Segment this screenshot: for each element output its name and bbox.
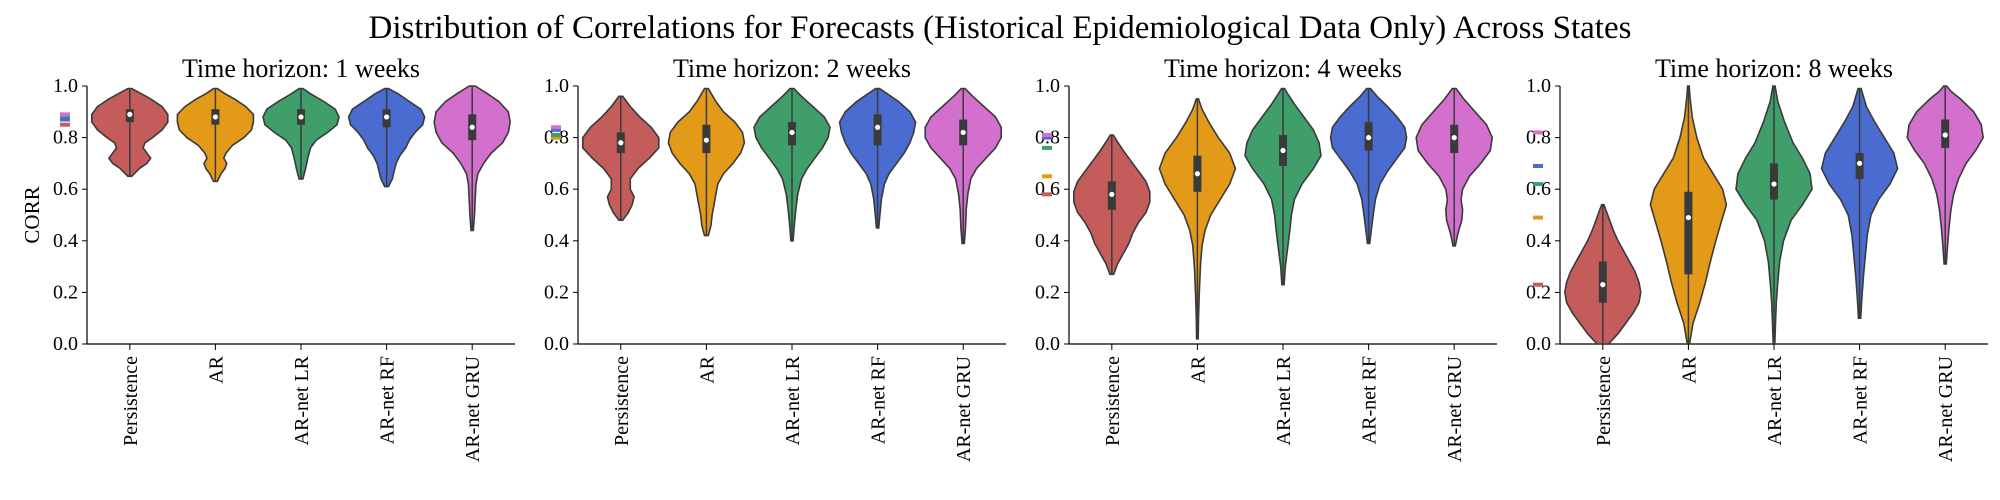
violin-median-dot xyxy=(1685,214,1691,221)
y-tick-label: 0.6 xyxy=(1526,178,1551,200)
y-axis-label: CORR xyxy=(20,186,44,243)
x-tick-label: AR-net GRU xyxy=(462,355,484,462)
panel-4: Time horizon: 8 weeks 0.0 0.2 0.4 0.6 0.8 1.0 P… xyxy=(1526,54,1988,462)
violin-median-dot xyxy=(618,140,624,146)
x-tick-label: AR-net GRU xyxy=(953,355,975,462)
y-tick-label: 1.0 xyxy=(1035,75,1060,97)
x-tick-label: AR-net LR xyxy=(782,355,804,445)
violin-median-dot xyxy=(1942,132,1948,138)
panel-title: Time horizon: 4 weeks xyxy=(1164,54,1402,83)
violin-median-dot xyxy=(469,124,475,130)
y-tick-label: 0.2 xyxy=(53,281,78,303)
y-tick-label: 0.4 xyxy=(1526,230,1551,252)
x-tick-label: AR-net GRU xyxy=(1935,355,1957,462)
violin-median-dot xyxy=(1366,135,1372,141)
violin-median-dot xyxy=(127,111,133,117)
violin-median-dot xyxy=(1194,171,1200,177)
violin-median-dot xyxy=(875,124,881,130)
violin-iqr-box xyxy=(1684,191,1693,275)
x-tick-label: AR xyxy=(1187,355,1209,383)
violin-median-dot xyxy=(298,114,304,120)
x-tick-label: AR xyxy=(1678,355,1700,383)
y-tick-label: 0.0 xyxy=(1526,333,1551,355)
y-tick-label: 0.6 xyxy=(53,178,78,200)
panel-1: Time horizon: 1 weeks 0.0 0.2 0.4 0.6 0.8 1.0 C… xyxy=(20,54,515,462)
panel-3: Time horizon: 4 weeks0.00.20.40.60.81.0P… xyxy=(1035,54,1497,462)
panel-title: Time horizon: 1 weeks xyxy=(182,54,420,83)
y-tick-label: 0.0 xyxy=(1035,333,1060,355)
violin-median-dot xyxy=(960,129,966,136)
x-tick-label: Persistence xyxy=(1593,356,1615,446)
x-tick-label: AR-net RF xyxy=(377,356,399,444)
panel-2: Time horizon: 2 weeks0.00.20.40.60.81.0P… xyxy=(544,54,1006,462)
y-tick-label: 1.0 xyxy=(53,75,78,97)
y-tick-label: 0.4 xyxy=(544,230,569,252)
violin-median-dot xyxy=(1600,282,1606,288)
x-tick-label: AR xyxy=(205,355,227,383)
violin-median-dot xyxy=(1771,181,1777,187)
violin-median-dot xyxy=(1451,135,1457,141)
y-tick-label: 0.6 xyxy=(544,178,569,200)
violin-median-dot xyxy=(1109,191,1115,197)
y-tick-label: 0.8 xyxy=(1526,127,1551,149)
violin-median-dot xyxy=(384,114,390,120)
x-tick-label: AR-net RF xyxy=(1850,356,1872,444)
x-tick-label: AR-net LR xyxy=(291,355,313,445)
y-tick-label: 0.0 xyxy=(53,333,78,355)
x-tick-label: AR-net LR xyxy=(1764,355,1786,445)
violin-median-dot xyxy=(1280,147,1286,154)
y-tick-label: 0.8 xyxy=(53,127,78,149)
y-tick-label: 1.0 xyxy=(1526,75,1551,97)
panel-title: Time horizon: 8 weeks xyxy=(1655,54,1893,83)
y-tick-label: 1.0 xyxy=(544,75,569,97)
x-tick-label: Persistence xyxy=(611,356,633,446)
x-tick-label: AR xyxy=(696,355,718,383)
violin-median-dot xyxy=(703,137,710,143)
x-tick-label: AR-net GRU xyxy=(1444,355,1466,462)
y-tick-label: 0.2 xyxy=(1526,281,1551,303)
x-tick-label: AR-net RF xyxy=(868,356,890,444)
x-tick-label: AR-net LR xyxy=(1273,355,1295,445)
y-tick-label: 0.0 xyxy=(544,333,569,355)
figure-suptitle: Distribution of Correlations for Forecas… xyxy=(369,10,1632,46)
y-tick-label: 0.6 xyxy=(1035,178,1060,200)
violin-median-dot xyxy=(212,114,218,120)
y-tick-label: 0.4 xyxy=(1035,230,1060,252)
x-tick-label: Persistence xyxy=(120,356,142,446)
y-tick-label: 0.2 xyxy=(544,281,569,303)
x-tick-label: AR-net RF xyxy=(1359,356,1381,444)
violin-median-dot xyxy=(789,129,795,136)
y-tick-label: 0.4 xyxy=(53,230,78,252)
y-tick-label: 0.2 xyxy=(1035,281,1060,303)
x-tick-label: Persistence xyxy=(1102,356,1124,446)
violin-median-dot xyxy=(1857,160,1863,166)
panel-title: Time horizon: 2 weeks xyxy=(673,54,911,83)
